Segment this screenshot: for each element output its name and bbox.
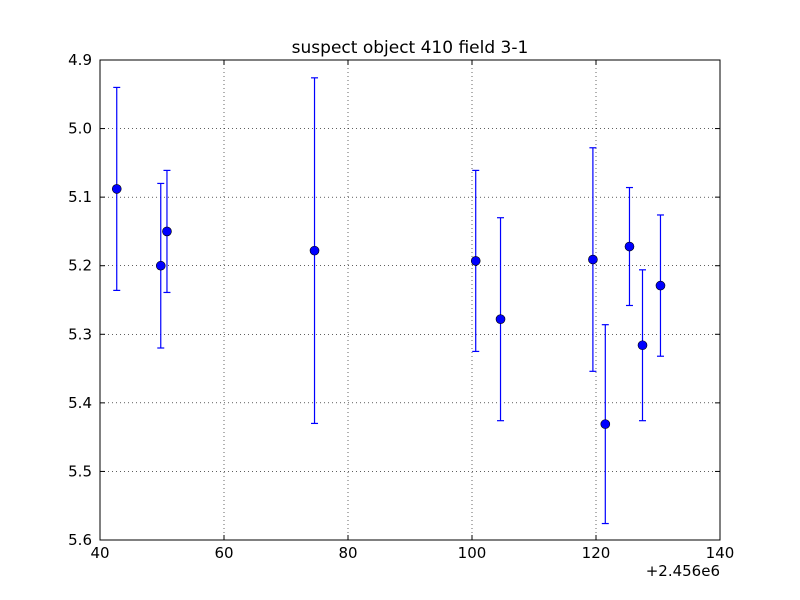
x-axis-tick-labels: 40 60 80 100 120 140 xyxy=(90,544,734,562)
y-tick-label: 5.4 xyxy=(68,394,92,412)
x-tick-label: 40 xyxy=(90,544,109,562)
y-tick-label: 5.0 xyxy=(68,120,92,138)
data-point xyxy=(111,184,122,194)
y-axis-tick-labels: 4.9 5.0 5.1 5.2 5.3 5.4 5.5 5.6 xyxy=(68,51,92,549)
data-point xyxy=(637,340,648,351)
data-point xyxy=(470,256,481,266)
y-tick-label: 4.9 xyxy=(68,51,92,69)
x-tick-label: 120 xyxy=(582,544,611,562)
x-tick-label: 100 xyxy=(458,544,487,562)
y-tick-label: 5.1 xyxy=(68,188,92,206)
y-tick-label: 5.5 xyxy=(68,462,92,480)
data-point xyxy=(162,226,172,237)
x-axis-offset-label: +2.456e6 xyxy=(646,562,720,580)
data-point xyxy=(155,260,166,271)
data-point xyxy=(495,314,506,325)
x-tick-label: 60 xyxy=(214,544,233,562)
y-tick-label: 5.2 xyxy=(68,257,92,275)
data-points xyxy=(111,184,666,429)
data-point xyxy=(588,254,598,265)
axis-ticks xyxy=(99,59,721,541)
data-point xyxy=(309,245,320,256)
x-tick-label: 140 xyxy=(706,544,735,562)
data-point xyxy=(655,280,666,291)
chart-title: suspect object 410 field 3-1 xyxy=(292,38,529,58)
x-tick-label: 80 xyxy=(338,544,357,562)
data-point xyxy=(624,241,635,252)
plot-frame xyxy=(99,59,721,541)
y-tick-label: 5.6 xyxy=(68,531,92,549)
y-tick-label: 5.3 xyxy=(68,325,92,343)
data-point xyxy=(600,419,611,429)
